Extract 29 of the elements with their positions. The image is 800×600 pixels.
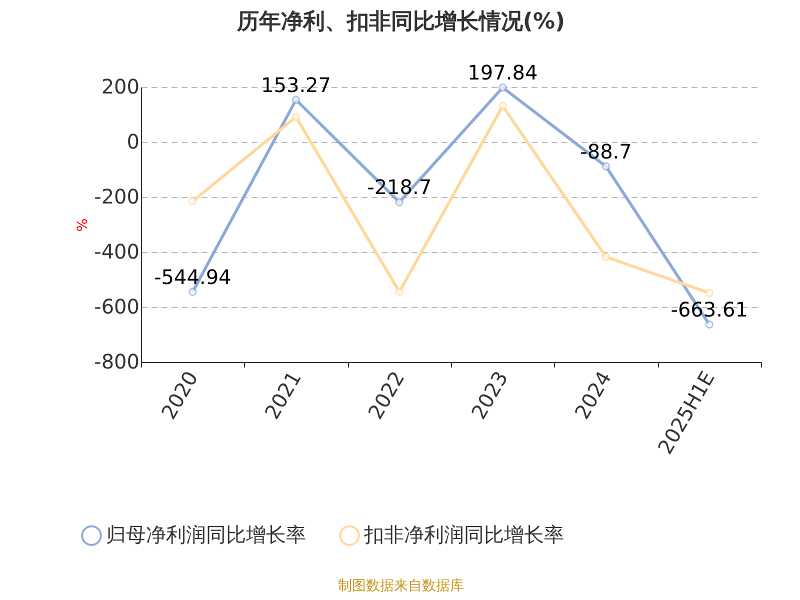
y-axis-title: %: [75, 218, 92, 232]
point: [188, 288, 197, 296]
point: [292, 96, 300, 104]
point: [705, 288, 714, 298]
point: [188, 197, 197, 206]
data-label: 153.27: [261, 72, 331, 97]
data-label: -218.7: [367, 175, 432, 200]
data-label: -663.61: [670, 297, 748, 322]
y-tick-label: -600: [94, 294, 140, 318]
legend-label: 扣非净利润同比增长率: [363, 522, 564, 547]
point: [498, 102, 507, 110]
legend-label: 归母净利润同比增长率: [106, 522, 306, 547]
data-label: -88.7: [580, 139, 632, 164]
y-tick-label: -400: [94, 240, 140, 264]
y-tick-label: 200: [101, 74, 140, 98]
data-label: -544.94: [154, 264, 232, 289]
y-tick-label: -200: [94, 184, 140, 208]
point: [602, 162, 610, 170]
y-tick-label: -800: [94, 350, 140, 374]
y-tick-label: 0: [126, 130, 140, 154]
point: [395, 198, 404, 206]
chart-title: 历年净利、扣非同比增长情况(%): [236, 10, 566, 35]
point: [292, 112, 300, 122]
point: [498, 83, 507, 92]
point: [705, 320, 714, 329]
point: [602, 252, 610, 262]
data-label: 197.84: [468, 60, 538, 85]
text: 制图数据来自数据库: [338, 578, 464, 594]
point: [395, 288, 404, 296]
